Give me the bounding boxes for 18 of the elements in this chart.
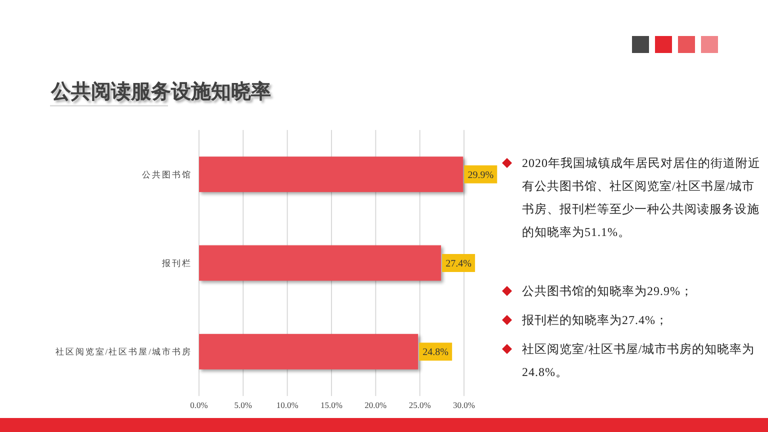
text: 公共图书馆的知晓率为29.9%； xyxy=(522,284,693,298)
data-label: 29.9% xyxy=(468,170,494,181)
x-tick-label: 30.0% xyxy=(453,400,475,410)
y-tick-label: 社区阅览室/社区书屋/城市书房 xyxy=(55,346,192,357)
x-tick-label: 5.0% xyxy=(234,400,252,410)
x-tick-label: 25.0% xyxy=(408,400,431,410)
chart-title: 公共阅读服务设施知晓率 xyxy=(50,79,271,103)
x-tick-label: 10.0% xyxy=(276,400,298,410)
data-label: 24.8% xyxy=(422,347,448,358)
text: 2020年我国城镇成年居民对居住的街道附近有公共图书馆、社区阅览室/社区书屋/城市书房、报刊栏等至少一种公共阅读服务设施的知晓率为51.1%。 xyxy=(522,156,760,239)
data-label: 27.4% xyxy=(446,258,472,270)
y-tick-label: 公共图书馆 xyxy=(142,169,192,180)
y-tick-label: 报刊栏 xyxy=(161,258,192,268)
x-tick-label: 20.0% xyxy=(364,400,387,410)
x-tick-label: 15.0% xyxy=(320,400,342,410)
text: 社区阅览室/社区书屋/城市书房的知晓率为24.8%。 xyxy=(522,342,755,379)
x-tick-label: 0.0% xyxy=(190,400,208,410)
text: 报刊栏的知晓率为27.4%； xyxy=(522,313,668,327)
